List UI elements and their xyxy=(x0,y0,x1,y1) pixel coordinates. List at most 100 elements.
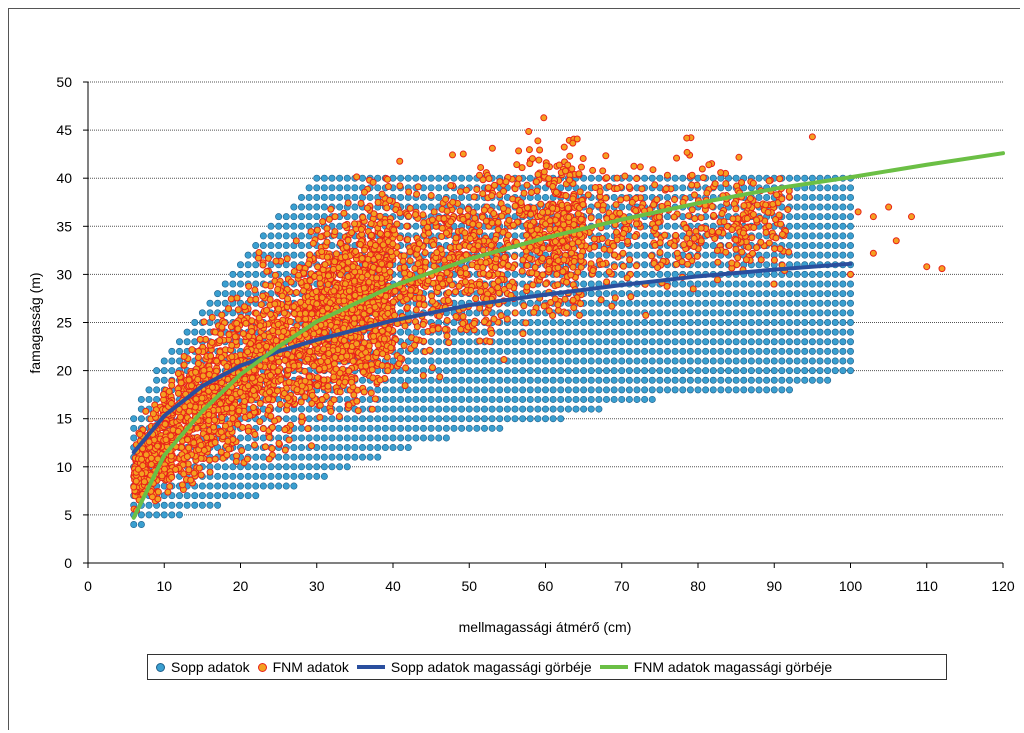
sopp-point xyxy=(740,347,748,355)
fnm-point xyxy=(753,201,761,209)
sopp-point xyxy=(130,415,138,423)
sopp-point xyxy=(442,347,450,355)
sopp-point xyxy=(824,290,832,298)
fnm-point xyxy=(599,167,607,175)
sopp-point xyxy=(587,347,595,355)
sopp-point xyxy=(259,453,267,461)
sopp-point xyxy=(519,415,527,423)
sopp-point xyxy=(747,347,755,355)
sopp-point xyxy=(320,193,328,201)
sopp-point xyxy=(839,193,847,201)
fnm-point xyxy=(530,308,538,316)
sopp-point xyxy=(686,299,694,307)
fnm-point xyxy=(575,311,583,319)
sopp-point xyxy=(519,347,527,355)
sopp-point xyxy=(351,424,359,432)
sopp-point xyxy=(397,424,405,432)
fnm-point xyxy=(525,127,533,135)
sopp-point xyxy=(846,357,854,365)
sopp-point xyxy=(702,290,710,298)
fnm-point xyxy=(443,332,451,340)
sopp-point xyxy=(137,521,145,529)
sopp-point xyxy=(793,242,801,250)
sopp-point xyxy=(671,290,679,298)
fnm-point xyxy=(600,245,608,253)
sopp-point xyxy=(671,309,679,317)
sopp-point xyxy=(633,338,641,346)
fnm-point xyxy=(496,178,504,186)
sopp-point xyxy=(465,415,473,423)
sopp-point xyxy=(473,357,481,365)
sopp-point xyxy=(839,184,847,192)
sopp-point xyxy=(358,415,366,423)
fnm-point xyxy=(196,335,204,343)
sopp-point xyxy=(305,203,313,211)
sopp-point xyxy=(770,290,778,298)
sopp-point xyxy=(191,318,199,326)
sopp-point xyxy=(785,309,793,317)
sopp-point xyxy=(641,242,649,250)
sopp-point xyxy=(427,357,435,365)
sopp-point xyxy=(282,261,290,269)
sopp-point xyxy=(839,290,847,298)
sopp-point xyxy=(580,328,588,336)
fnm-point xyxy=(670,213,678,221)
sopp-point xyxy=(602,328,610,336)
sopp-point xyxy=(564,338,572,346)
fnm-point xyxy=(446,244,454,252)
sopp-point xyxy=(633,328,641,336)
sopp-point xyxy=(473,203,481,211)
sopp-point xyxy=(808,376,816,384)
sopp-point xyxy=(717,290,725,298)
sopp-point xyxy=(435,386,443,394)
sopp-point xyxy=(846,347,854,355)
fnm-point xyxy=(577,163,585,171)
fnm-point xyxy=(697,224,705,232)
sopp-point xyxy=(801,347,809,355)
sopp-point xyxy=(625,386,633,394)
sopp-point xyxy=(785,242,793,250)
sopp-point xyxy=(153,376,161,384)
fnm-point xyxy=(523,283,531,291)
sopp-point xyxy=(221,463,229,471)
sopp-point xyxy=(816,338,824,346)
sopp-point xyxy=(282,213,290,221)
sopp-point xyxy=(717,347,725,355)
sopp-point xyxy=(763,290,771,298)
sopp-point xyxy=(824,270,832,278)
sopp-point xyxy=(808,270,816,278)
sopp-point xyxy=(206,482,214,490)
sopp-point xyxy=(572,318,580,326)
sopp-point xyxy=(511,386,519,394)
fnm-point xyxy=(627,293,635,301)
sopp-point xyxy=(694,367,702,375)
sopp-point xyxy=(724,318,732,326)
sopp-point xyxy=(846,328,854,336)
sopp-point xyxy=(694,309,702,317)
sopp-point xyxy=(488,386,496,394)
fnm-point xyxy=(589,166,597,174)
fnm-point xyxy=(545,245,553,253)
fnm-point xyxy=(488,219,496,227)
sopp-point xyxy=(564,328,572,336)
fnm-point xyxy=(280,309,288,317)
sopp-point xyxy=(252,492,260,500)
fnm-point xyxy=(154,495,162,503)
sopp-point xyxy=(595,386,603,394)
sopp-point xyxy=(641,270,649,278)
fnm-point xyxy=(516,206,524,214)
sopp-point xyxy=(763,357,771,365)
sopp-point xyxy=(397,405,405,413)
sopp-point xyxy=(686,367,694,375)
sopp-point xyxy=(237,482,245,490)
fnm-point xyxy=(353,397,361,405)
sopp-point xyxy=(770,376,778,384)
sopp-point xyxy=(229,270,237,278)
sopp-point xyxy=(511,405,519,413)
sopp-point xyxy=(450,405,458,413)
fnm-point xyxy=(735,153,743,161)
sopp-point xyxy=(267,261,275,269)
sopp-point xyxy=(297,405,305,413)
fnm-point xyxy=(699,174,707,182)
sopp-point xyxy=(747,386,755,394)
